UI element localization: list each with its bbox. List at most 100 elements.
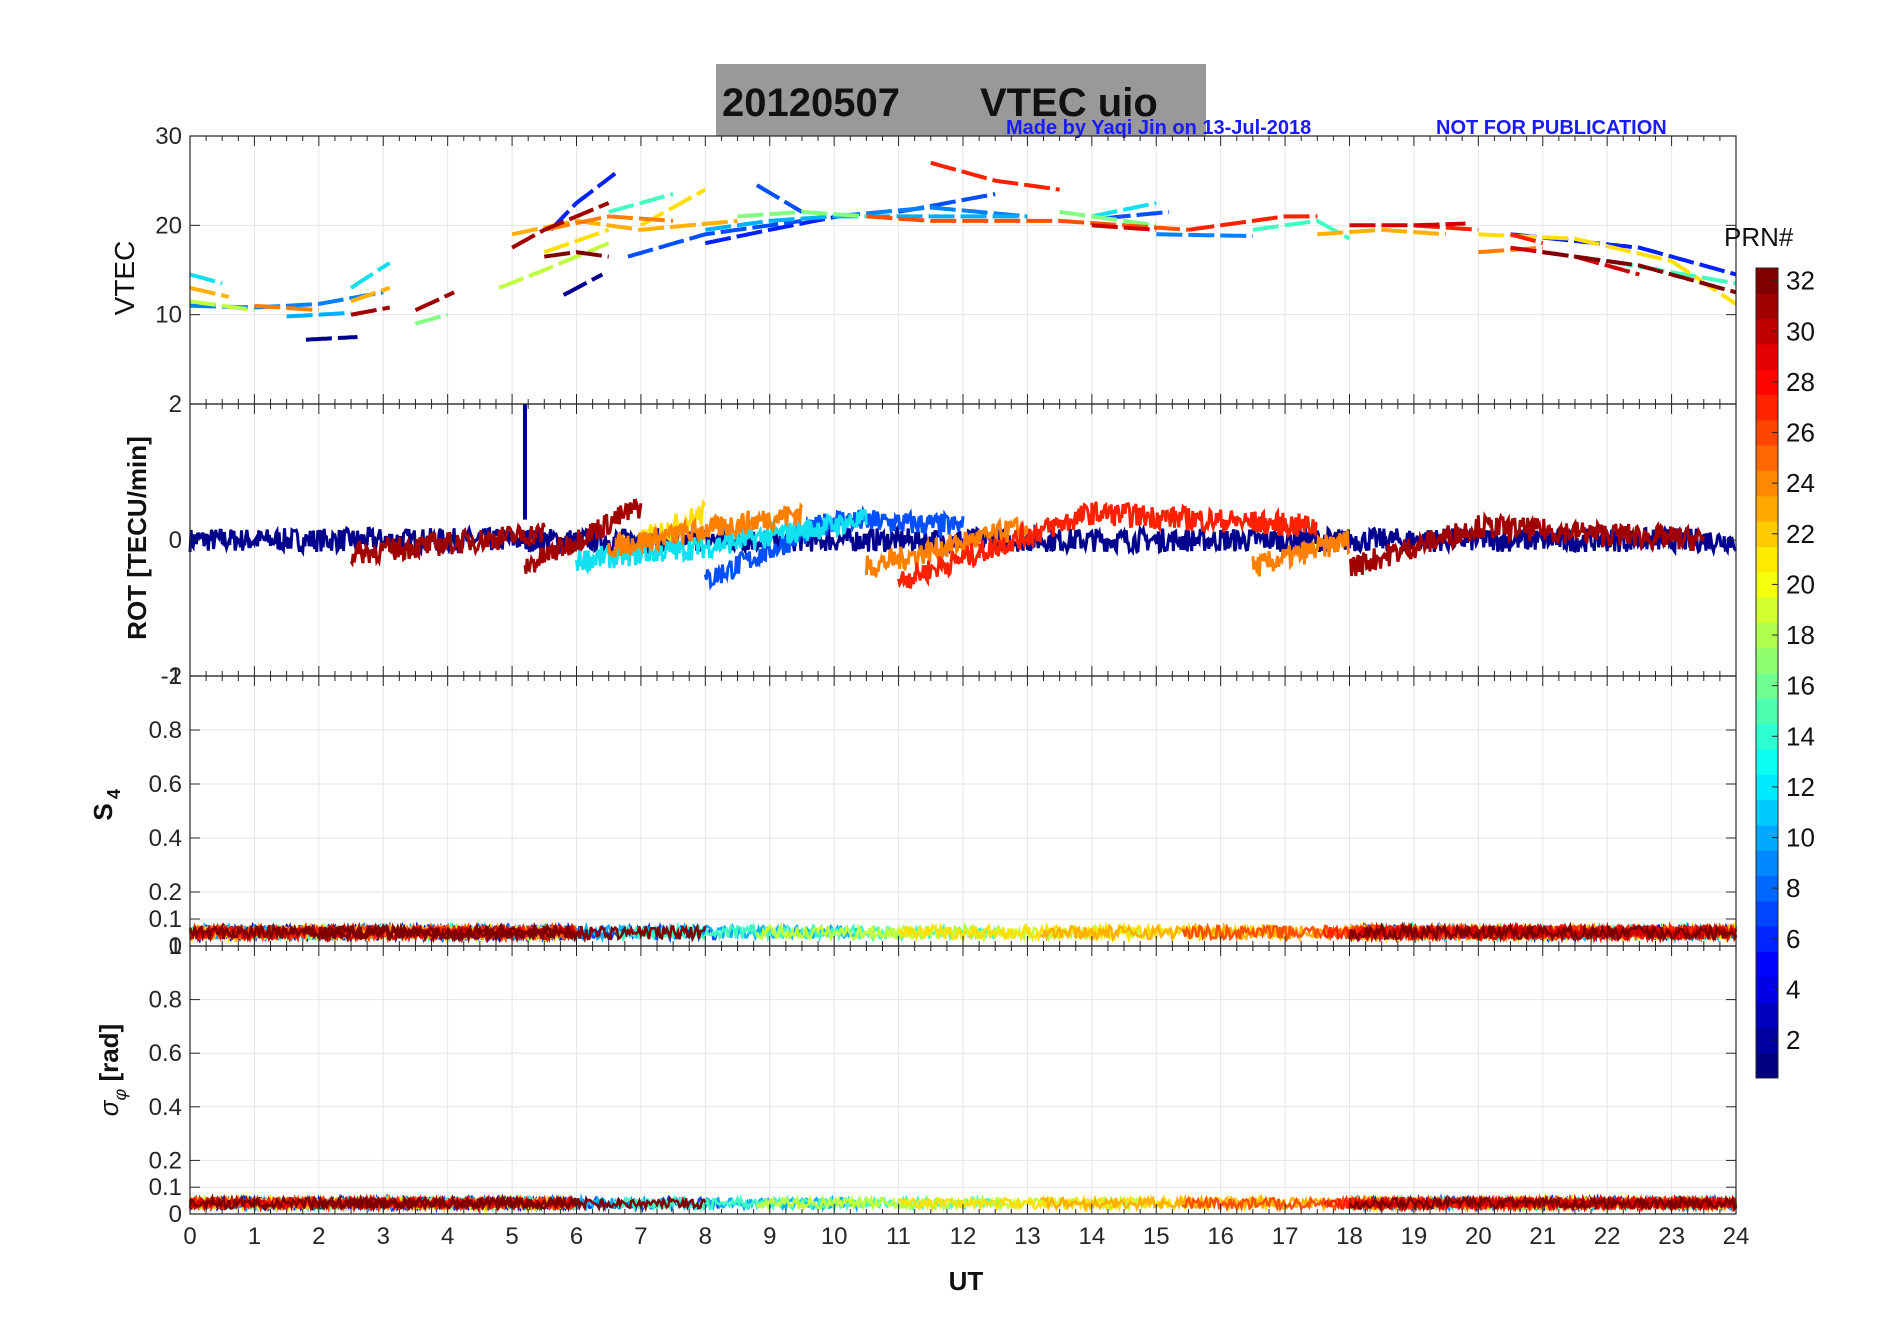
colorbar-tick-label: 2 bbox=[1786, 1025, 1800, 1055]
colorbar-swatch bbox=[1756, 445, 1778, 471]
colorbar-swatch bbox=[1756, 647, 1778, 674]
series-prn-17 bbox=[737, 209, 867, 219]
colorbar-swatch bbox=[1756, 268, 1778, 294]
colorbar-swatch bbox=[1756, 850, 1778, 876]
colorbar-swatch bbox=[1756, 673, 1778, 699]
y-tick-label: 0 bbox=[169, 1201, 182, 1228]
colorbar-swatch bbox=[1756, 470, 1778, 497]
colorbar-tick-label: 4 bbox=[1786, 974, 1800, 1004]
series-prn-22 bbox=[1317, 227, 1447, 237]
series-prn-24 bbox=[543, 214, 674, 232]
colorbar-swatch bbox=[1756, 976, 1778, 1003]
colorbar-swatch bbox=[1756, 900, 1778, 927]
rot-panel: -2 0 2 bbox=[161, 391, 1738, 690]
series-prn-24 bbox=[1251, 530, 1351, 577]
sigma-phi-panel: 00.10.20.40.60.810 1 2 3 4 5 6 7 8 9 10 11 12 13 14 15 1… bbox=[149, 933, 1750, 1250]
y-tick-label: 2 bbox=[169, 391, 182, 418]
y-tick-label: 30 bbox=[155, 123, 182, 150]
series-prn-7 bbox=[755, 183, 803, 214]
x-tick-label: 16 bbox=[1207, 1223, 1234, 1250]
series-prn-4 bbox=[704, 212, 848, 246]
y-tick-label: 0.8 bbox=[149, 717, 182, 744]
series-prn-13 bbox=[189, 272, 223, 286]
series-prn-11 bbox=[286, 310, 352, 319]
series-prn-19 bbox=[189, 299, 255, 313]
y-tick-label: 1 bbox=[169, 933, 182, 960]
colorbar-swatch bbox=[1756, 1002, 1778, 1028]
x-tick-label: 17 bbox=[1272, 1223, 1299, 1250]
colorbar-tick-label: 14 bbox=[1786, 721, 1815, 751]
series-prn-22 bbox=[350, 286, 391, 304]
colorbar-tick-label: 22 bbox=[1786, 519, 1815, 549]
y-tick-label: 1 bbox=[169, 663, 182, 690]
series-prn-27 bbox=[930, 160, 1060, 192]
y-tick-label: 0.2 bbox=[149, 1147, 182, 1174]
vtec-ylabel: VTEC bbox=[109, 241, 140, 316]
colorbar-tick-label: 18 bbox=[1786, 620, 1815, 650]
colorbar-swatch bbox=[1756, 774, 1778, 801]
series-prn-9 bbox=[834, 205, 1028, 219]
y-tick-label: 0.6 bbox=[149, 1040, 182, 1067]
x-axis-label: UT bbox=[949, 1266, 984, 1296]
series-prn-7 bbox=[1104, 209, 1170, 221]
colorbar-swatch bbox=[1756, 698, 1778, 725]
x-tick-label: 7 bbox=[634, 1223, 647, 1250]
title-text: VTEC uio bbox=[980, 81, 1158, 125]
series-prn-27 bbox=[1509, 232, 1544, 246]
colorbar-swatch bbox=[1756, 951, 1778, 978]
colorbar-swatch bbox=[1756, 521, 1778, 547]
colorbar-swatch bbox=[1756, 597, 1778, 623]
colorbar-swatch bbox=[1756, 875, 1778, 902]
title-date: 20120507 bbox=[722, 81, 900, 125]
series-prn-13 bbox=[349, 261, 391, 290]
colorbar-frame bbox=[1755, 267, 1779, 1079]
colorbar-tick-label: 28 bbox=[1786, 367, 1815, 397]
colorbar-swatch bbox=[1756, 318, 1778, 345]
series-prn-32 bbox=[544, 250, 609, 259]
colorbar-tick-label: 16 bbox=[1786, 671, 1815, 701]
series-prn-21 bbox=[543, 227, 610, 254]
colorbar-tick-label: 12 bbox=[1786, 772, 1815, 802]
y-tick-label: 0.8 bbox=[149, 987, 182, 1014]
series-prn-31 bbox=[350, 305, 391, 317]
colorbar-swatch bbox=[1756, 293, 1778, 320]
y-tick-label: 20 bbox=[155, 212, 182, 239]
colorbar-swatch bbox=[1756, 1027, 1778, 1054]
x-tick-label: 0 bbox=[183, 1223, 196, 1250]
series-prn-4 bbox=[549, 171, 617, 232]
x-tick-label: 3 bbox=[377, 1223, 390, 1250]
series-prn-29 bbox=[1091, 223, 1157, 232]
x-tick-label: 20 bbox=[1465, 1223, 1492, 1250]
series-prn-26 bbox=[866, 214, 1189, 232]
colorbar-tick-label: 30 bbox=[1786, 316, 1815, 346]
series-prn-15 bbox=[608, 192, 674, 214]
colorbar-tick-label: 6 bbox=[1786, 924, 1800, 954]
scint-trace bbox=[1348, 1193, 1738, 1213]
series-prn-24 bbox=[254, 303, 319, 313]
series-prn-31 bbox=[414, 290, 455, 313]
x-tick-label: 11 bbox=[886, 1223, 911, 1250]
x-tick-label: 21 bbox=[1529, 1223, 1556, 1250]
series-prn-24 bbox=[1478, 245, 1543, 255]
colorbar-swatch bbox=[1756, 723, 1778, 750]
y-tick-label: 0 bbox=[169, 933, 182, 960]
x-tick-label: 2 bbox=[312, 1223, 325, 1250]
title-box bbox=[716, 64, 1206, 136]
colorbar-swatch bbox=[1756, 369, 1778, 396]
x-tick-label: 1 bbox=[248, 1223, 261, 1250]
y-tick-label: 0.2 bbox=[149, 879, 182, 906]
colorbar-swatch bbox=[1756, 799, 1778, 826]
series-prn-27 bbox=[897, 501, 1318, 589]
svg-text:σφ [rad]: σφ [rad] bbox=[94, 1024, 130, 1116]
y-tick-label: 0.4 bbox=[149, 825, 182, 852]
x-tick-label: 13 bbox=[1014, 1223, 1041, 1250]
credit-right: NOT FOR PUBLICATION bbox=[1436, 117, 1667, 139]
scint-trace bbox=[188, 1193, 578, 1213]
series-prn-9 bbox=[1156, 232, 1253, 239]
x-tick-label: 22 bbox=[1594, 1223, 1621, 1250]
series-prn-15 bbox=[1252, 218, 1351, 241]
x-tick-label: 5 bbox=[505, 1223, 518, 1250]
x-tick-label: 23 bbox=[1658, 1223, 1685, 1250]
colorbar-tick-label: 10 bbox=[1786, 823, 1815, 853]
